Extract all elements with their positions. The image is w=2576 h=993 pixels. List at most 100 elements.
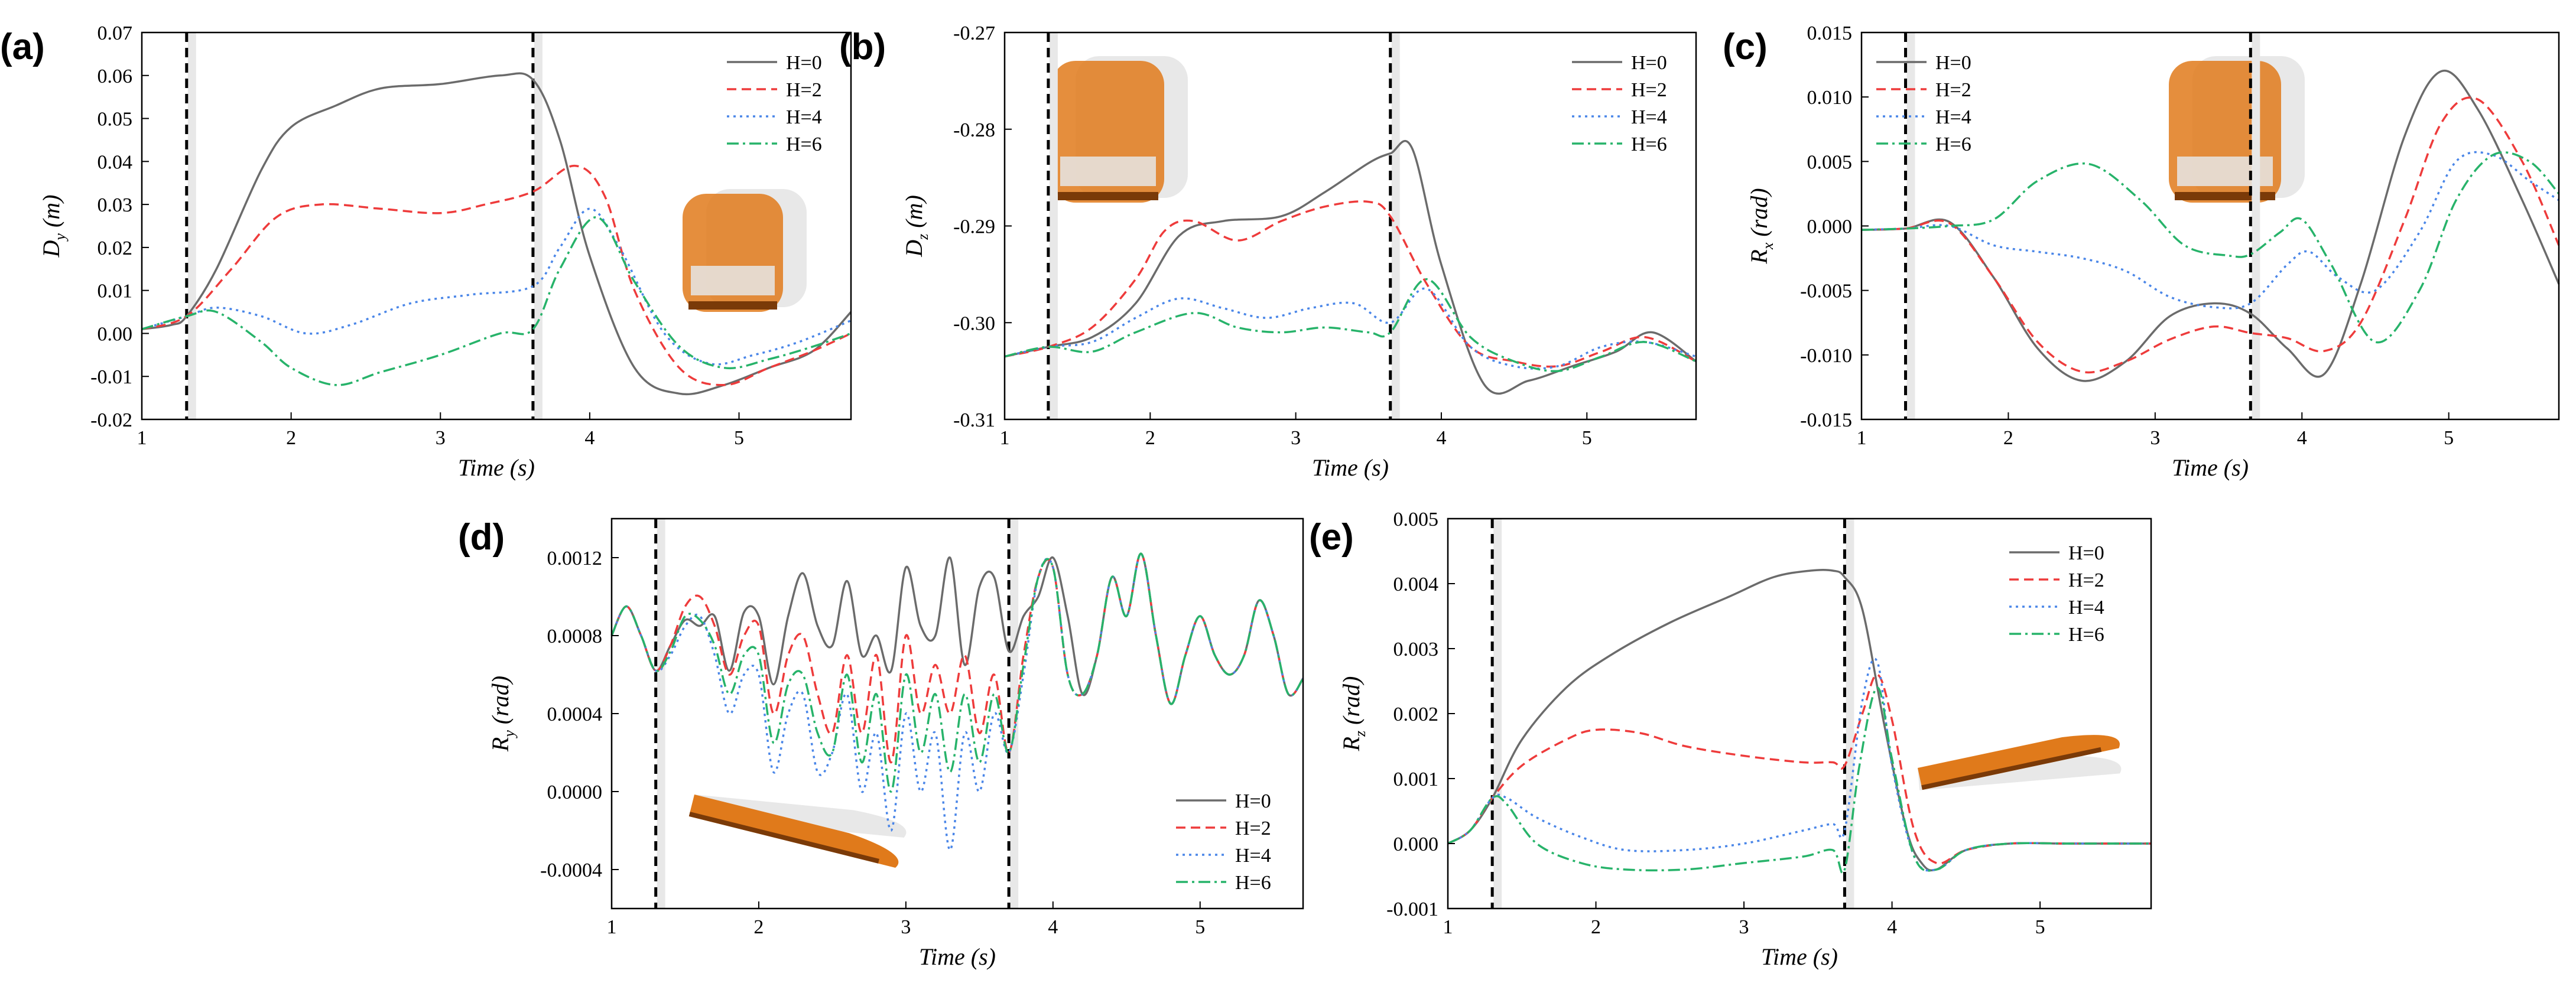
series-line-H4 (1447, 657, 2151, 872)
x-tick-label: 1 (1000, 427, 1010, 449)
train-underframe-shape (1058, 192, 1158, 200)
series-line-H0 (1861, 69, 2560, 382)
train-side-illustration (688, 795, 907, 868)
x-tick-label: 4 (2297, 427, 2307, 449)
series-line-H4 (141, 207, 852, 366)
x-tick-label: 2 (1591, 916, 1601, 938)
x-tick-label: 5 (1195, 916, 1205, 938)
x-tick-label: 1 (137, 427, 147, 449)
plot-frame (141, 31, 852, 421)
y-axis-label-sub: y (501, 730, 518, 739)
y-axis-label-main: D (901, 240, 927, 258)
plot-frame (1447, 517, 2152, 910)
legend: H=0 H=2 H=4 H=6 (2009, 542, 2104, 646)
series-line-H0 (610, 552, 1304, 705)
plot-frame (610, 517, 1304, 910)
train-illustration (1052, 56, 1188, 203)
series-line-H4 (1004, 287, 1697, 370)
x-tick-label: 5 (734, 427, 744, 449)
legend-label-H6: H=6 (786, 134, 822, 155)
y-tick-label: 0.0000 (547, 782, 603, 803)
x-tick-label: 1 (1857, 427, 1867, 449)
y-tick-label: 0.010 (1807, 87, 1853, 109)
legend-label-H4: H=4 (786, 106, 822, 128)
train-underframe-shape (688, 301, 777, 310)
train-bogie-shape (1060, 157, 1156, 186)
series-line-H2 (141, 164, 852, 386)
y-tick-label: 0.0012 (547, 548, 603, 569)
train-illustration (1918, 735, 2122, 790)
y-tick-label: 0.005 (1807, 151, 1853, 173)
y-tick-label: 0.0004 (547, 704, 603, 725)
chart-panel-a: (a) 1 2 3 4 5 -0.02 -0.01 0.00 0.01 0.02 0.03 0.04 0.… (0, 22, 852, 481)
series-line-H6 (1004, 278, 1697, 372)
y-tick-label: 0.06 (98, 66, 133, 87)
series-line-H2 (1447, 673, 2151, 865)
train-side-underframe (688, 812, 879, 864)
x-axis-label: Time (s) (1312, 454, 1389, 481)
train-illustration (683, 189, 807, 312)
legend-label-H0: H=0 (2068, 542, 2104, 564)
transition-shadow (534, 32, 543, 419)
y-tick-label: 0.04 (98, 151, 133, 173)
y-axis-label-main: R (1338, 737, 1365, 751)
train-illustration (2169, 56, 2305, 203)
legend: H=0 H=2 H=4 H=6 (1572, 52, 1667, 155)
x-axis-label: Time (s) (919, 943, 996, 970)
series-line-H6 (1861, 151, 2560, 344)
transition-shadow (1010, 519, 1019, 909)
x-tick-label: 4 (1048, 916, 1058, 938)
y-tick-label: 0.03 (98, 194, 133, 216)
x-tick-label: 2 (286, 427, 296, 449)
y-tick-label: -0.010 (1800, 345, 1852, 367)
legend-label-H4: H=4 (1631, 106, 1667, 128)
x-tick-label: 5 (2035, 916, 2045, 938)
train-side-underframe (1921, 747, 2102, 790)
y-axis-label-sub: z (914, 234, 931, 240)
transition-shadow (1049, 32, 1058, 419)
transition-shadow (1906, 32, 1915, 419)
y-axis-label-sub: x (1759, 242, 1776, 250)
legend-label-H6: H=6 (2068, 624, 2104, 646)
x-tick-label: 1 (607, 916, 617, 938)
y-axis-label-unit: (rad) (1746, 188, 1772, 242)
legend-label-H4: H=4 (1235, 845, 1271, 867)
train-underframe-shape (2175, 192, 2275, 200)
y-tick-label: 0.02 (98, 237, 133, 259)
x-tick-label: 4 (1436, 427, 1446, 449)
y-tick-label: -0.001 (1386, 898, 1438, 920)
panel-label: (a) (0, 27, 45, 67)
y-tick-label: 0.05 (98, 109, 133, 131)
legend-label-H4: H=4 (2068, 597, 2104, 618)
y-tick-label: 0.0008 (547, 626, 603, 647)
train-bogie-shape (691, 266, 775, 295)
y-tick-label: -0.005 (1800, 281, 1852, 302)
y-tick-label: 0.005 (1393, 509, 1439, 530)
y-axis-label: Rz (rad) (1338, 676, 1369, 752)
transition-shadow (1493, 519, 1502, 909)
y-axis-label-unit: (m) (901, 195, 927, 234)
series-line-H4 (1861, 151, 2559, 310)
y-axis-label-main: R (487, 737, 514, 752)
chart-panel-c: (c) 1 2 3 4 5 -0.015 -0.010 -0.005 0.000 0.005 0.01… (1723, 22, 2560, 481)
y-tick-label: -0.0004 (540, 859, 602, 881)
y-tick-label: -0.29 (953, 216, 995, 238)
y-tick-label: 0.07 (98, 22, 133, 44)
legend-label-H6: H=6 (1631, 134, 1667, 155)
train-side-illustration (1918, 735, 2122, 790)
y-tick-label: -0.28 (953, 119, 995, 141)
legend: H=0 H=2 H=4 H=6 (1176, 790, 1271, 894)
x-tick-label: 1 (1443, 916, 1453, 938)
legend-label-H6: H=6 (1235, 872, 1271, 894)
y-axis-label-unit: (rad) (1338, 676, 1365, 731)
y-tick-label: 0.002 (1393, 704, 1439, 725)
panel-label: (e) (1309, 517, 1354, 558)
panel-label: (d) (458, 517, 505, 558)
x-tick-label: 2 (1145, 427, 1155, 449)
transition-shadow (1391, 32, 1400, 419)
y-tick-label: -0.015 (1800, 409, 1852, 431)
chart-panel-e: (e) 1 2 3 4 5 -0.001 0.000 0.001 0.002 0.003 0.004 0… (1309, 509, 2152, 970)
x-tick-label: 2 (753, 916, 764, 938)
x-tick-label: 3 (901, 916, 911, 938)
